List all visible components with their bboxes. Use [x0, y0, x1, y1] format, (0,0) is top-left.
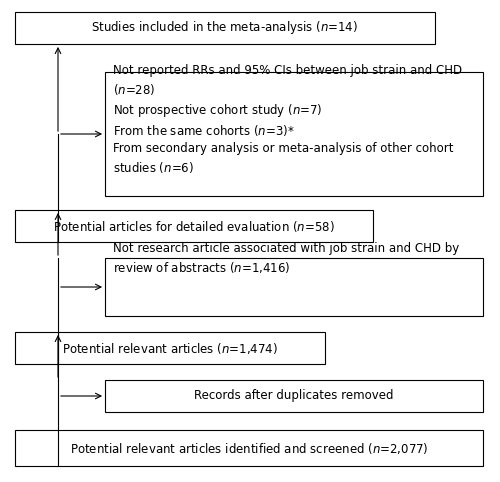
Text: Not reported RRs and 95% CIs between job strain and CHD
($n$=28)
Not prospective: Not reported RRs and 95% CIs between job…: [113, 64, 462, 175]
Bar: [105, 258, 483, 316]
Text: Not research article associated with job strain and CHD by
review of abstracts (: Not research article associated with job…: [113, 242, 459, 275]
Bar: [15, 332, 325, 364]
Text: Studies included in the meta-analysis ($n$=14): Studies included in the meta-analysis ($…: [92, 19, 358, 37]
Text: Potential relevant articles ($n$=1,474): Potential relevant articles ($n$=1,474): [62, 340, 278, 356]
Text: Potential relevant articles identified and screened ($n$=2,077): Potential relevant articles identified a…: [70, 441, 428, 455]
Bar: [15, 430, 483, 466]
Bar: [105, 380, 483, 412]
Text: Potential articles for detailed evaluation ($n$=58): Potential articles for detailed evaluati…: [53, 218, 335, 233]
Bar: [15, 210, 373, 242]
Bar: [15, 12, 435, 44]
Text: Records after duplicates removed: Records after duplicates removed: [194, 389, 394, 402]
Bar: [105, 72, 483, 196]
